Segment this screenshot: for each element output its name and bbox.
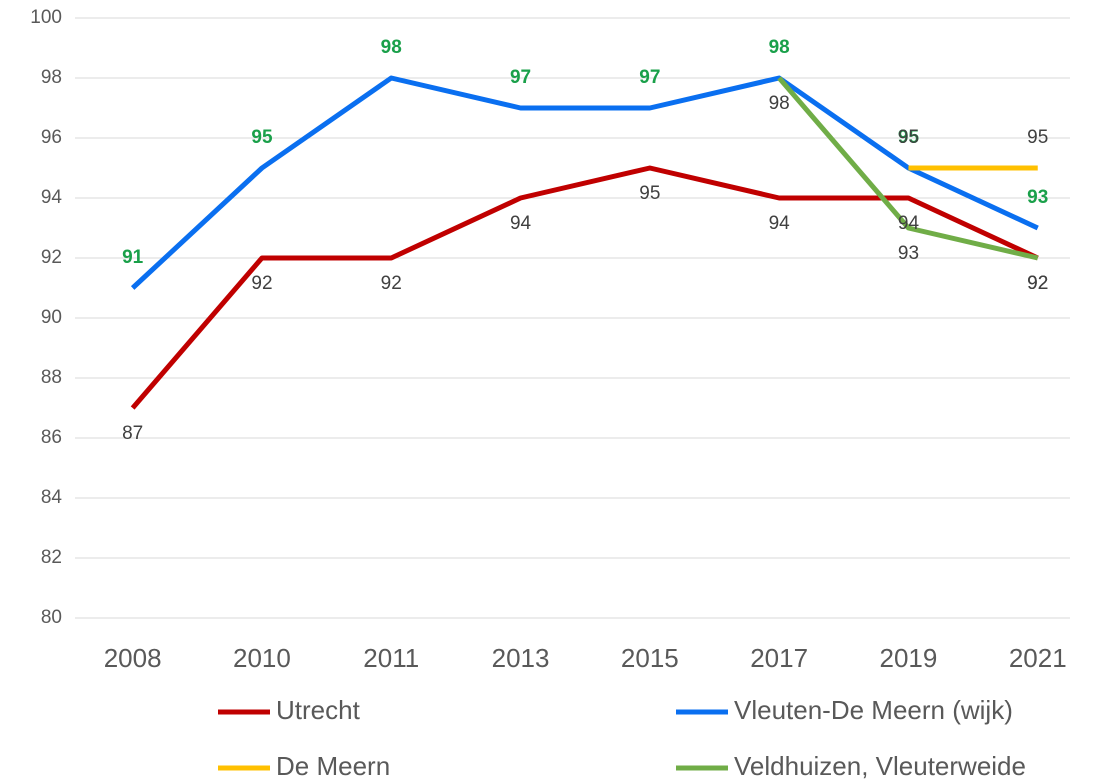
data-label: 97 xyxy=(639,67,660,88)
x-tick-label: 2019 xyxy=(880,643,938,673)
data-label: 94 xyxy=(769,213,791,234)
y-tick-label: 84 xyxy=(41,487,63,508)
data-label: 93 xyxy=(1027,187,1048,208)
data-label: 92 xyxy=(1027,273,1048,294)
y-tick-label: 92 xyxy=(41,247,62,268)
data-label: 95 xyxy=(898,127,920,148)
x-tick-label: 2011 xyxy=(363,643,419,673)
y-tick-label: 100 xyxy=(30,7,62,28)
y-tick-label: 88 xyxy=(41,367,62,388)
y-tick-label: 80 xyxy=(41,607,62,628)
legend-label: Vleuten-De Meern (wijk) xyxy=(734,695,1013,725)
data-label: 92 xyxy=(251,273,272,294)
y-tick-label: 96 xyxy=(41,127,62,148)
data-label: 94 xyxy=(510,213,532,234)
data-label: 95 xyxy=(251,127,273,148)
y-tick-label: 82 xyxy=(41,547,62,568)
data-label: 95 xyxy=(639,183,660,204)
x-tick-label: 2013 xyxy=(492,643,550,673)
legend-label: Utrecht xyxy=(276,695,361,725)
y-tick-label: 90 xyxy=(41,307,62,328)
legend-label: De Meern xyxy=(276,751,390,779)
data-label: 95 xyxy=(1027,127,1048,148)
data-label: 93 xyxy=(898,243,919,264)
x-tick-label: 2015 xyxy=(621,643,679,673)
x-tick-label: 2017 xyxy=(750,643,808,673)
data-label: 92 xyxy=(381,273,402,294)
data-label: 98 xyxy=(381,37,402,58)
legend-label: Veldhuizen, Vleuterweide xyxy=(734,751,1026,779)
data-label: 92 xyxy=(1027,273,1048,294)
series-line xyxy=(130,165,1039,410)
y-tick-label: 98 xyxy=(41,67,62,88)
series-line xyxy=(130,75,1039,290)
x-tick-label: 2008 xyxy=(104,643,162,673)
series-line xyxy=(777,76,1039,261)
data-label: 98 xyxy=(769,93,790,114)
data-label: 94 xyxy=(898,213,920,234)
y-tick-label: 94 xyxy=(41,187,63,208)
x-tick-label: 2021 xyxy=(1009,643,1067,673)
data-label: 87 xyxy=(122,423,143,444)
data-label: 98 xyxy=(769,37,790,58)
data-label: 95 xyxy=(898,127,919,148)
data-label: 91 xyxy=(122,247,144,268)
x-tick-label: 2010 xyxy=(233,643,291,673)
y-tick-label: 86 xyxy=(41,427,62,448)
data-label: 97 xyxy=(510,67,531,88)
